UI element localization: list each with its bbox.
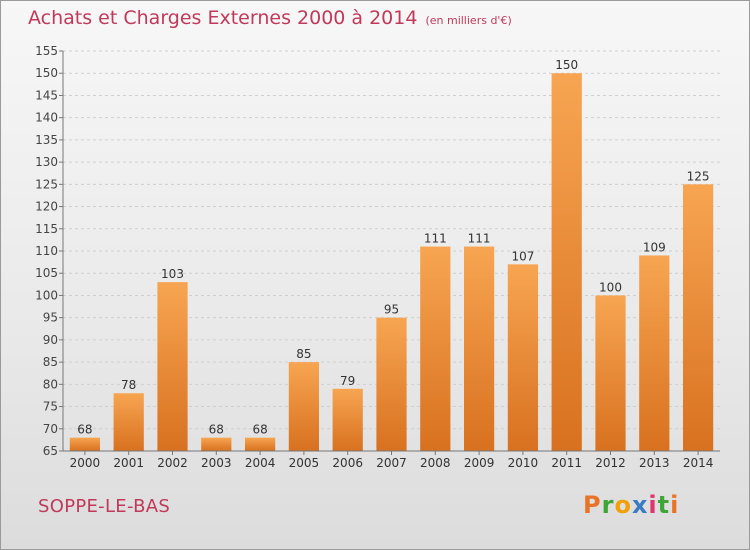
x-tick-label: 2002: [157, 456, 188, 470]
x-tick-label: 2008: [420, 456, 451, 470]
x-tick-label: 2012: [595, 456, 626, 470]
y-tick-label: 140: [35, 111, 58, 125]
y-tick-label: 70: [43, 422, 58, 436]
logo-letter: x: [631, 491, 649, 519]
x-tick-label: 2004: [245, 456, 276, 470]
bar-2012: [595, 295, 626, 451]
x-tick-label: 2001: [113, 456, 144, 470]
bar-2008: [420, 246, 451, 451]
y-tick-label: 125: [35, 177, 58, 191]
x-tick-label: 2007: [376, 456, 407, 470]
x-tick-label: 2010: [508, 456, 539, 470]
bar-value-label: 150: [555, 58, 578, 72]
y-tick-label: 100: [35, 288, 58, 302]
x-tick-label: 2011: [551, 456, 582, 470]
x-tick-label: 2009: [464, 456, 495, 470]
bar-value-label: 68: [77, 423, 92, 437]
bar-2010: [507, 264, 539, 451]
bar-2001: [113, 393, 144, 451]
bar-value-label: 100: [599, 280, 622, 294]
x-tick-label: 2000: [70, 456, 101, 470]
y-tick-label: 105: [35, 266, 58, 280]
bar-2009: [463, 246, 495, 451]
y-tick-label: 115: [35, 222, 58, 236]
chart-title: Achats et Charges Externes 2000 à 2014 (e…: [28, 7, 512, 29]
bar-2005: [288, 362, 320, 451]
bar-2007: [376, 317, 407, 451]
y-tick-label: 110: [35, 244, 58, 258]
bar-value-label: 78: [121, 378, 136, 392]
y-tick-label: 65: [43, 444, 58, 458]
bar-2011: [551, 73, 582, 451]
logo-letter: i: [670, 491, 680, 519]
chart-title-text: Achats et Charges Externes 2000 à 2014: [28, 7, 418, 29]
logo-letter: P: [583, 491, 602, 519]
bar-2006: [332, 388, 363, 451]
bar-value-label: 111: [424, 232, 447, 246]
bars: 68 78 103 68 68 85 79 95 111 111 107 150 100 109 125: [69, 58, 714, 452]
bar-value-label: 68: [252, 423, 267, 437]
bar-value-label: 68: [209, 423, 224, 437]
x-tick-label: 2013: [639, 456, 670, 470]
bar-value-label: 95: [384, 303, 399, 317]
y-tick-label: 155: [35, 44, 58, 58]
x-tick-label: 2005: [289, 456, 320, 470]
axes: 65 70 75 80 85 90 95 100 105 110 115 120 125 130 135 14…: [35, 44, 720, 470]
y-tick-label: 85: [43, 355, 58, 369]
bar-value-label: 79: [340, 374, 355, 388]
bar-2002: [157, 282, 188, 451]
logo-letter: t: [657, 491, 671, 519]
y-tick-label: 80: [43, 377, 58, 391]
bar-2004: [244, 437, 276, 451]
commune-name: SOPPE-LE-BAS: [38, 496, 171, 517]
bar-2013: [639, 255, 670, 451]
y-tick-label: 135: [35, 133, 58, 147]
y-tick-label: 150: [35, 66, 58, 80]
bar-value-label: 85: [296, 347, 311, 361]
bar-2000: [69, 437, 101, 451]
bar-2003: [201, 437, 232, 451]
y-tick-label: 90: [43, 333, 58, 347]
x-tick-label: 2003: [201, 456, 232, 470]
bar-value-label: 109: [643, 240, 666, 254]
logo-letter: o: [614, 491, 632, 519]
proxiti-logo: Proxiti: [583, 491, 679, 519]
y-tick-label: 145: [35, 88, 58, 102]
y-tick-label: 130: [35, 155, 58, 169]
bar-value-label: 107: [511, 249, 534, 263]
chart-unit: (en milliers d'€): [425, 14, 512, 27]
y-tick-label: 75: [43, 400, 58, 414]
logo-letter: r: [601, 491, 615, 519]
y-tick-label: 95: [43, 311, 58, 325]
x-tick-label: 2006: [332, 456, 363, 470]
x-tick-label: 2014: [683, 456, 714, 470]
logo-letter: i: [648, 491, 658, 519]
bar-value-label: 125: [687, 169, 710, 183]
bar-value-label: 103: [161, 267, 184, 281]
bar-value-label: 111: [468, 232, 491, 246]
y-tick-label: 120: [35, 200, 58, 214]
bar-2014: [682, 184, 714, 452]
